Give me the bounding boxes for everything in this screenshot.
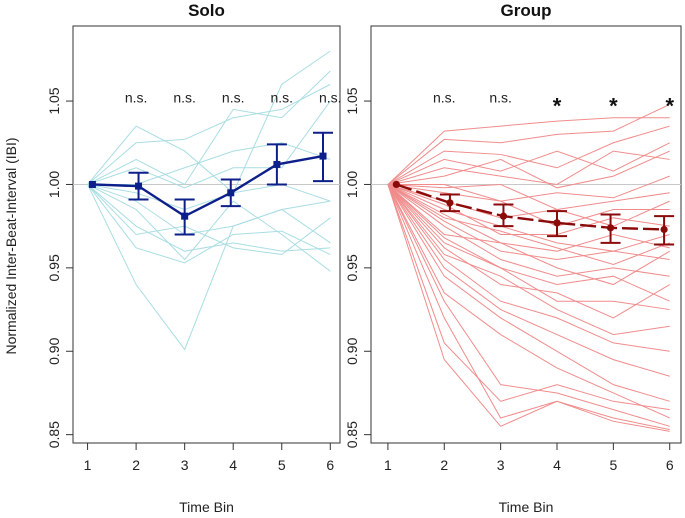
individual-series-line (387, 103, 670, 185)
significance-label: n.s. (270, 90, 293, 106)
mean-point (181, 212, 189, 220)
mean-point (392, 180, 400, 189)
individual-series-line (387, 184, 670, 419)
y-tick-label: 0.95 (46, 254, 62, 281)
y-tick-label: 1.00 (344, 171, 360, 198)
panel-title: Group (501, 1, 552, 20)
individual-series-line (387, 184, 670, 336)
x-tick-label: 3 (497, 457, 505, 473)
panel-title: Solo (188, 1, 225, 20)
individual-series-line (387, 184, 670, 319)
individual-series-line (387, 184, 670, 266)
mean-point (446, 199, 454, 207)
individual-series-line (87, 183, 331, 244)
individual-series-line (87, 184, 331, 252)
y-tick-label: 1.05 (344, 87, 360, 114)
y-tick-label: 0.85 (344, 421, 360, 448)
significance-label: n.s. (489, 90, 512, 106)
mean-point (273, 160, 281, 168)
individual-series-line (387, 184, 670, 302)
individual-series-line (87, 184, 331, 256)
individual-series-line (387, 184, 670, 277)
significance-label: * (553, 94, 562, 119)
individual-series-line (387, 150, 670, 185)
x-tick-label: 6 (326, 457, 334, 473)
significance-label: * (609, 94, 618, 119)
x-tick-label: 2 (440, 457, 448, 473)
x-tick-label: 1 (384, 457, 392, 473)
individual-series-line (87, 183, 331, 211)
x-tick-label: 5 (278, 457, 286, 473)
plot-frame (370, 25, 682, 444)
individual-series-line (87, 142, 331, 185)
individual-series-line (387, 184, 670, 252)
mean-point (319, 152, 327, 160)
significance-label: * (665, 94, 674, 119)
individual-series-line (387, 184, 670, 431)
mean-point (227, 189, 235, 197)
panel-group: Group 0.85 0.90 0.95 1.00 1.05 1 2 3 4 5 6 Time Bin n… (344, 1, 682, 515)
individual-series-line (387, 184, 670, 427)
individual-series-line (87, 184, 331, 272)
individual-series-line (87, 50, 331, 194)
x-tick-label: 4 (229, 457, 237, 473)
significance-label: n.s. (319, 90, 342, 106)
individual-series-line (387, 183, 670, 210)
y-tick-label: 0.90 (344, 337, 360, 364)
y-axis-label: Normalized Inter-Beat-Interval (IBI) (3, 137, 19, 354)
significance-label: n.s. (125, 90, 148, 106)
individual-series-line (387, 184, 670, 402)
y-tick-label: 0.85 (46, 421, 62, 448)
y-tick-label: 1.05 (46, 87, 62, 114)
x-tick-label: 2 (132, 457, 140, 473)
mean-point (606, 224, 615, 232)
individual-series-line (87, 184, 331, 264)
x-tick-label: 5 (609, 457, 617, 473)
individual-series-line (87, 100, 331, 189)
mean-point (553, 219, 561, 227)
individual-series-line (87, 83, 331, 185)
mean-point (499, 212, 508, 220)
x-tick-label: 1 (84, 457, 92, 473)
mean-point (135, 182, 143, 190)
individual-series-line (387, 142, 670, 185)
mean-series-line (395, 183, 665, 231)
mean-point (660, 225, 668, 234)
individual-series-line (87, 70, 331, 186)
individual-series-line (387, 184, 670, 352)
mean-point (88, 180, 96, 188)
individual-series-line (87, 184, 331, 351)
y-tick-label: 1.00 (46, 171, 62, 198)
individual-series-line (387, 184, 670, 286)
significance-label: n.s. (173, 90, 196, 106)
plot-frame (72, 25, 341, 444)
individual-series-line (387, 184, 670, 311)
x-tick-label: 6 (666, 457, 674, 473)
individual-series-line (387, 184, 670, 411)
individual-series-line (387, 117, 670, 185)
individual-series-line (387, 184, 670, 252)
individual-series-line (387, 183, 670, 227)
individual-series-line (387, 184, 670, 377)
x-tick-label: 3 (181, 457, 189, 473)
y-tick-label: 0.90 (46, 337, 62, 364)
individual-series-line (387, 184, 670, 432)
significance-label: n.s. (433, 90, 456, 106)
significance-label: n.s. (222, 90, 245, 106)
y-tick-label: 0.95 (344, 254, 360, 281)
panel-solo: Solo 0.85 0.90 0.95 1.00 1.05 1 2 3 4 5 6 Time Bin n.… (46, 1, 342, 515)
individual-series-line (387, 125, 670, 185)
x-tick-label: 4 (553, 457, 561, 473)
mean-series-line (92, 154, 324, 218)
individual-series-line (387, 150, 670, 189)
x-axis-label: Time Bin (499, 499, 554, 515)
x-axis-label: Time Bin (179, 499, 234, 515)
